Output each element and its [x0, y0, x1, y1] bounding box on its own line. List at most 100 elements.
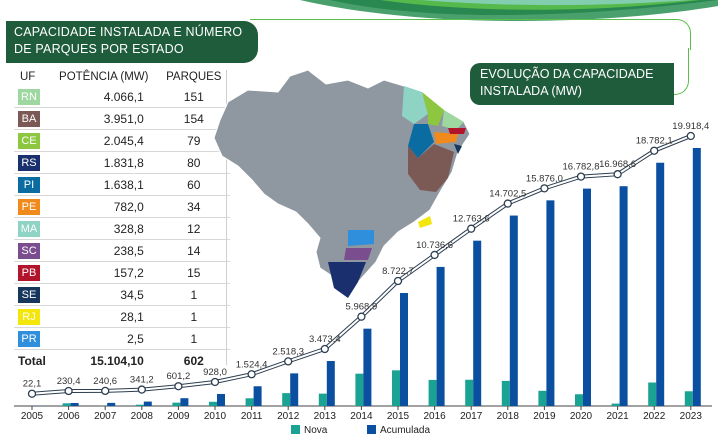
uf-cell: RJ [14, 305, 50, 328]
bar-nova [135, 404, 144, 406]
bar-acumulada [70, 403, 79, 406]
cumulative-point [320, 344, 329, 354]
bar-acumulada [583, 188, 591, 406]
bar-acumulada [473, 240, 482, 406]
uf-badge: RS [18, 154, 40, 171]
cumulative-point [210, 377, 220, 387]
data-label: 1.524,4 [236, 359, 268, 370]
parks-cell: 80 [157, 151, 230, 174]
uf-cell: BA [14, 107, 50, 130]
parks-cell: 151 [157, 86, 230, 108]
uf-badge: SC [18, 242, 40, 259]
bar-nova [501, 380, 510, 406]
header-uf: UF [20, 71, 36, 83]
table-row: PB 157,2 15 [14, 261, 230, 284]
power-cell: 1.638,1 [49, 173, 158, 196]
cumulative-point [686, 131, 695, 141]
bar-acumulada [692, 148, 701, 406]
cumulative-point [650, 146, 659, 155]
bar-acumulada [180, 398, 189, 406]
uf-cell: PE [14, 195, 50, 218]
x-tick-label: 2015 [387, 411, 410, 422]
uf-cell: RS [14, 151, 50, 174]
parks-cell: 1 [157, 305, 230, 328]
data-label: 240,6 [93, 376, 117, 387]
table-row: MA 328,8 12 [14, 217, 230, 240]
power-cell: 238,5 [49, 239, 158, 262]
bar-nova [245, 398, 254, 406]
cumulative-point [613, 170, 622, 179]
bar-nova [392, 370, 400, 406]
uf-badge: PB [18, 264, 40, 281]
x-tick-label: 2007 [94, 411, 117, 422]
x-tick-label: 2023 [680, 411, 703, 422]
uf-badge: RJ [18, 308, 40, 325]
data-label: 10.736,6 [416, 240, 453, 251]
data-label: 5.968,9 [346, 302, 378, 313]
data-label: 12.763,6 [453, 214, 490, 225]
power-cell: 4.066,1 [49, 86, 158, 108]
uf-cell: SC [14, 239, 50, 262]
uf-badge: RN [18, 88, 40, 105]
parks-cell: 12 [157, 217, 230, 240]
cumulative-point [101, 386, 110, 396]
bar-acumulada [509, 215, 518, 406]
cumulative-point [284, 357, 293, 366]
data-label: 16.968,6 [599, 159, 636, 170]
total-label: Total [18, 354, 46, 368]
cumulative-point [467, 224, 476, 233]
bar-nova [538, 390, 547, 406]
uf-badge: PR [18, 330, 40, 347]
header-power: POTÊNCIA (MW) [59, 71, 149, 83]
cumulative-point [576, 172, 586, 181]
parks-cell: 60 [157, 173, 230, 196]
cumulative-point [137, 385, 146, 394]
data-label: 601,2 [167, 371, 191, 382]
total-power: 15.104,10 [90, 354, 144, 368]
table-row: RN 4.066,1 151 [14, 86, 230, 108]
bar-acumulada [363, 328, 372, 406]
x-tick-label: 2005 [21, 411, 44, 422]
x-tick-label: 2017 [460, 411, 483, 422]
cumulative-point [64, 386, 73, 396]
bar-acumulada [546, 200, 555, 406]
table-row: RJ 28,1 1 [14, 305, 230, 328]
cumulative-point [174, 382, 183, 391]
legend-swatch-nova [291, 425, 300, 434]
uf-cell: PB [14, 261, 50, 284]
data-label: 15.876,0 [526, 173, 563, 184]
uf-cell: PI [14, 173, 50, 196]
power-cell: 328,8 [49, 217, 158, 240]
bar-nova [62, 403, 71, 406]
table-row: CE 2.045,4 79 [14, 129, 230, 152]
x-tick-label: 2009 [167, 411, 190, 422]
table-row: SC 238,5 14 [14, 239, 230, 262]
x-tick-label: 2012 [277, 411, 300, 422]
uf-cell: MA [14, 217, 50, 240]
bar-acumulada [290, 373, 299, 406]
bar-acumulada [400, 293, 408, 406]
x-tick-label: 2010 [204, 411, 227, 422]
parks-cell: 15 [157, 261, 230, 284]
x-tick-label: 2013 [314, 411, 337, 422]
state-table: UF POTÊNCIA (MW) PARQUES RN 4.066,1 151 BA 3… [14, 68, 230, 372]
power-cell: 28,1 [49, 305, 158, 328]
bar-acumulada [107, 402, 116, 406]
uf-badge: CE [18, 132, 40, 149]
parks-cell: 34 [157, 195, 230, 218]
bar-nova [465, 379, 474, 406]
legend-swatch-acumulada [367, 425, 376, 434]
table-title: CAPACIDADE INSTALADA E NÚMERO DE PARQUES… [6, 21, 258, 63]
uf-badge: MA [18, 220, 40, 237]
bar-nova [428, 379, 437, 406]
bar-nova [611, 403, 620, 406]
bar-acumulada [656, 162, 665, 406]
data-label: 8.722,7 [382, 266, 414, 277]
x-tick-label: 2018 [497, 411, 520, 422]
bar-acumulada [436, 266, 445, 406]
total-row: Total 15.104,10 602 [14, 350, 230, 373]
bar-acumulada [217, 393, 225, 406]
bar-nova [575, 394, 583, 406]
power-cell: 157,2 [49, 261, 158, 284]
